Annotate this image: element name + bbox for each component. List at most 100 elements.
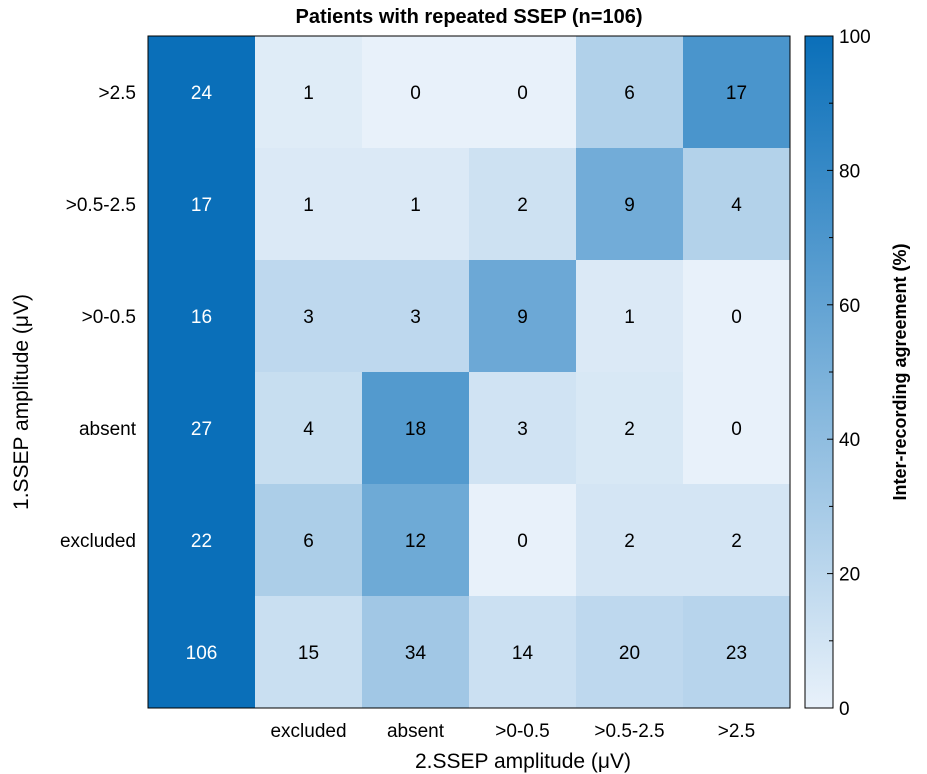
cell-value-label: 27 bbox=[191, 419, 212, 440]
cell-value-label: 6 bbox=[303, 531, 314, 552]
cell-value-label: 0 bbox=[731, 419, 742, 440]
heatmap-cell bbox=[576, 260, 683, 372]
x-tick-label: excluded bbox=[270, 721, 346, 742]
colorbar-ticks: 0 20 40 60 80 100 bbox=[827, 27, 871, 720]
cell-value-label: 1 bbox=[303, 83, 314, 104]
heatmap-cell bbox=[255, 372, 362, 484]
heatmap-cell bbox=[683, 148, 790, 260]
x-axis-ticks: excluded absent >0-0.5 >0.5-2.5 >2.5 bbox=[270, 721, 755, 742]
colorbar-title: Inter-recording agreement (%) bbox=[890, 243, 910, 500]
cell-value-label: 1 bbox=[410, 195, 421, 216]
heatmap-cell bbox=[255, 260, 362, 372]
heatmap-cell bbox=[683, 36, 790, 148]
x-axis-title: 2.SSEP amplitude (μV) bbox=[415, 750, 631, 773]
cell-value-label: 24 bbox=[191, 83, 213, 104]
heatmap-cell bbox=[148, 148, 255, 260]
cell-value-label: 2 bbox=[517, 195, 528, 216]
x-tick-label: >0.5-2.5 bbox=[594, 721, 664, 742]
colorbar-tick-label: 100 bbox=[839, 27, 871, 48]
colorbar-tick-label: 20 bbox=[839, 565, 860, 586]
heatmap-cell bbox=[469, 596, 576, 708]
y-axis-ticks: >2.5 >0.5-2.5 >0-0.5 absent excluded bbox=[60, 83, 137, 552]
cell-value-label: 0 bbox=[410, 83, 421, 104]
heatmap-cell bbox=[362, 484, 469, 596]
cell-value-label: 3 bbox=[303, 307, 314, 328]
colorbar-tick-label: 60 bbox=[839, 296, 860, 317]
cell-value-label: 2 bbox=[624, 531, 635, 552]
colorbar bbox=[804, 35, 834, 709]
heatmap-cell bbox=[469, 36, 576, 148]
cell-value-label: 20 bbox=[619, 643, 640, 664]
cell-value-label: 17 bbox=[191, 195, 212, 216]
colorbar-tick-label: 40 bbox=[839, 430, 860, 451]
cell-value-label: 0 bbox=[517, 83, 528, 104]
heatmap-cell bbox=[469, 484, 576, 596]
heatmap-cell bbox=[576, 148, 683, 260]
heatmap-cell bbox=[576, 36, 683, 148]
cell-value-label: 22 bbox=[191, 531, 212, 552]
heatmap-cell bbox=[255, 148, 362, 260]
y-tick-label: >2.5 bbox=[98, 83, 136, 104]
cell-value-label: 17 bbox=[726, 83, 747, 104]
heatmap-cell bbox=[469, 372, 576, 484]
cell-value-label: 3 bbox=[517, 419, 528, 440]
plot-frame bbox=[147, 35, 791, 709]
cell-value-label: 1 bbox=[303, 195, 314, 216]
heatmap-cell bbox=[576, 372, 683, 484]
cell-value-label: 14 bbox=[512, 643, 534, 664]
cell-value-label: 34 bbox=[405, 643, 427, 664]
cell-value-label: 6 bbox=[624, 83, 635, 104]
cell-value-label: 106 bbox=[186, 643, 218, 664]
cell-value-label: 0 bbox=[731, 307, 742, 328]
heatmap-cell bbox=[148, 260, 255, 372]
heatmap-cell bbox=[148, 484, 255, 596]
heatmap-cell bbox=[362, 148, 469, 260]
heatmap-cell bbox=[362, 36, 469, 148]
heatmap-cell bbox=[683, 260, 790, 372]
x-tick-label: absent bbox=[387, 721, 445, 742]
cell-value-label: 4 bbox=[303, 419, 314, 440]
heatmap-cell bbox=[255, 36, 362, 148]
y-axis-title: 1.SSEP amplitude (μV) bbox=[10, 294, 33, 510]
heatmap-cell bbox=[148, 372, 255, 484]
heatmap-cell bbox=[469, 148, 576, 260]
heatmap-cell bbox=[362, 372, 469, 484]
cell-value-label: 9 bbox=[624, 195, 635, 216]
heatmap-cell bbox=[362, 260, 469, 372]
cell-value-label: 2 bbox=[624, 419, 635, 440]
y-tick-label: absent bbox=[79, 419, 137, 440]
heatmap-cell bbox=[683, 596, 790, 708]
heatmap-cell bbox=[576, 484, 683, 596]
heatmap-cell bbox=[683, 484, 790, 596]
cell-value-label: 15 bbox=[298, 643, 319, 664]
cell-value-label: 12 bbox=[405, 531, 426, 552]
cell-value-label: 18 bbox=[405, 419, 426, 440]
x-tick-label: >2.5 bbox=[718, 721, 756, 742]
heatmap-cell bbox=[576, 596, 683, 708]
heatmap-cell bbox=[362, 596, 469, 708]
colorbar-tick-label: 80 bbox=[839, 161, 860, 182]
cell-value-label: 4 bbox=[731, 195, 742, 216]
x-tick-label: >0-0.5 bbox=[495, 721, 549, 742]
y-tick-label: >0-0.5 bbox=[82, 307, 136, 328]
cell-value-label: 9 bbox=[517, 307, 528, 328]
heatmap-cell bbox=[469, 260, 576, 372]
cell-value-label: 16 bbox=[191, 307, 212, 328]
heatmap-cell bbox=[148, 596, 255, 708]
cell-value-label: 23 bbox=[726, 643, 747, 664]
heatmap-cell bbox=[683, 372, 790, 484]
heatmap-cell bbox=[255, 596, 362, 708]
cell-value-label: 3 bbox=[410, 307, 421, 328]
cell-value-label: 1 bbox=[624, 307, 635, 328]
colorbar-tick-label: 0 bbox=[839, 699, 850, 720]
y-tick-label: >0.5-2.5 bbox=[66, 195, 136, 216]
y-tick-label: excluded bbox=[60, 531, 136, 552]
cell-value-label: 0 bbox=[517, 531, 528, 552]
heatmap-cell bbox=[255, 484, 362, 596]
heatmap-cell bbox=[148, 36, 255, 148]
cell-value-label: 2 bbox=[731, 531, 742, 552]
heatmap-cells bbox=[148, 36, 790, 708]
chart-title: Patients with repeated SSEP (n=106) bbox=[295, 6, 643, 28]
